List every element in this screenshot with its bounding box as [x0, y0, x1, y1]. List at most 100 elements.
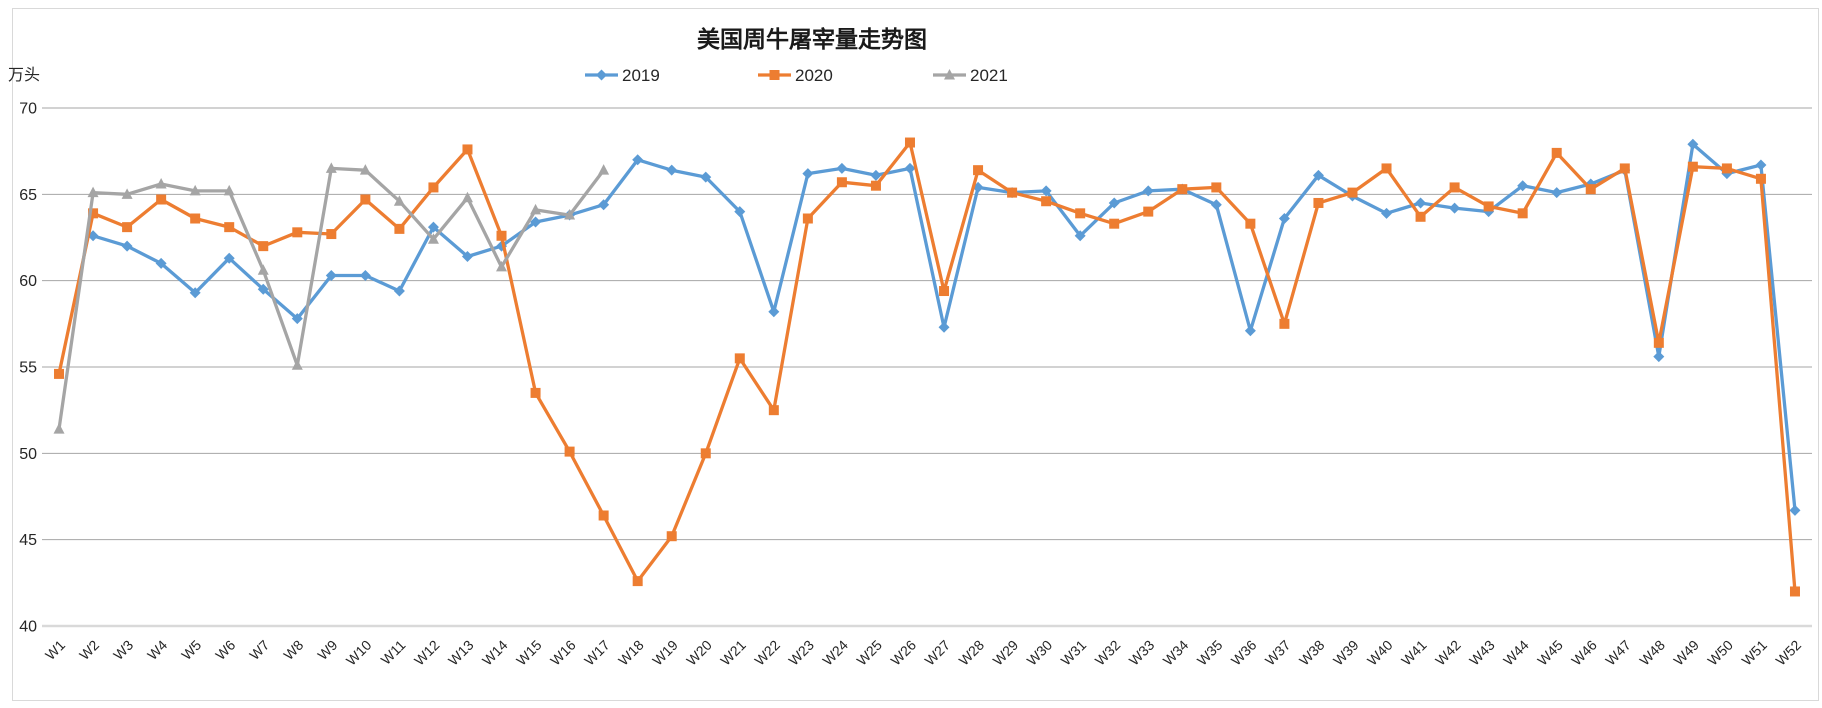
series-2020-line — [57, 140, 1797, 594]
legend-item-2020: 2020 — [758, 66, 833, 85]
x-tick-label: W26 — [887, 637, 919, 669]
x-tick-label: W23 — [785, 637, 817, 669]
x-tick-label: W42 — [1432, 637, 1464, 669]
triangle-marker — [189, 184, 201, 196]
x-tick-label: W45 — [1534, 637, 1566, 669]
y-tick-label: 70 — [19, 101, 37, 118]
y-tick-label: 65 — [19, 187, 37, 204]
diamond-marker — [598, 199, 610, 211]
square-marker — [258, 241, 269, 252]
square-marker — [496, 230, 507, 241]
square-marker — [870, 180, 881, 191]
square-marker — [939, 286, 950, 297]
square-marker — [1007, 187, 1018, 198]
diamond-marker — [359, 269, 371, 281]
legend-marker-2021 — [944, 69, 955, 80]
x-tick-label: W40 — [1364, 637, 1396, 669]
triangle-marker — [564, 209, 576, 220]
x-tick-label: W39 — [1330, 637, 1362, 669]
diamond-marker — [1551, 187, 1563, 199]
square-marker — [1177, 184, 1188, 195]
x-tick-label: W48 — [1636, 637, 1668, 669]
square-marker — [1381, 163, 1392, 174]
diamond-marker — [1415, 197, 1427, 209]
x-tick-label: W19 — [649, 637, 681, 669]
x-tick-label: W36 — [1228, 637, 1260, 669]
x-tick-label: W41 — [1398, 637, 1430, 669]
diamond-marker — [1517, 180, 1529, 192]
x-tick-label: W17 — [581, 637, 613, 669]
square-marker — [54, 368, 65, 379]
square-marker — [326, 229, 337, 240]
square-marker — [1211, 182, 1222, 193]
x-tick-label: W47 — [1602, 637, 1634, 669]
x-tick-label: W44 — [1500, 637, 1532, 669]
square-marker — [1619, 163, 1630, 174]
diamond-marker — [121, 240, 133, 252]
x-tick-label: W46 — [1568, 637, 1600, 669]
legend-marker-2020 — [769, 70, 780, 80]
diamond-marker — [768, 306, 780, 318]
triangle-marker — [496, 260, 508, 272]
y-tick-label: 40 — [19, 619, 37, 636]
x-tick-label: W33 — [1126, 637, 1158, 669]
square-marker — [1755, 173, 1766, 184]
legend-item-2021: 2021 — [933, 66, 1008, 85]
x-axis-tick-labels: W1 W2 W3 W4 W5 W6 W7 W8 W9 W10 W11 W12 W13 W14 W15 W16 W… — [42, 637, 1804, 669]
square-marker — [1517, 208, 1528, 219]
x-tick-label: W31 — [1058, 637, 1090, 669]
square-marker — [1279, 318, 1290, 329]
x-tick-label: W10 — [343, 637, 375, 669]
legend-marker-2019 — [596, 69, 607, 81]
x-tick-label: W22 — [751, 637, 783, 669]
square-marker — [1245, 218, 1256, 229]
legend-label-2020: 2020 — [795, 66, 833, 85]
x-tick-label: W8 — [280, 637, 306, 663]
square-marker — [598, 510, 609, 521]
diamond-marker — [530, 216, 542, 228]
legend-label-2021: 2021 — [970, 66, 1008, 85]
square-marker — [1653, 337, 1664, 348]
y-tick-label: 55 — [19, 360, 37, 377]
x-tick-label: W11 — [378, 637, 409, 668]
x-tick-label: W20 — [683, 637, 715, 669]
diamond-marker — [223, 252, 235, 264]
series-2020-markers — [54, 137, 1800, 597]
square-marker — [1551, 147, 1562, 158]
diamond-marker — [1789, 504, 1801, 516]
square-marker — [428, 182, 439, 193]
x-tick-label: W27 — [921, 637, 953, 669]
x-tick-label: W35 — [1194, 637, 1226, 669]
x-tick-label: W30 — [1024, 637, 1056, 669]
square-marker — [802, 213, 813, 224]
chart-border-frame — [12, 8, 1819, 701]
diamond-marker — [155, 257, 167, 269]
diamond-marker — [1449, 202, 1461, 214]
square-marker — [462, 144, 473, 155]
square-marker — [224, 222, 235, 233]
square-marker — [734, 353, 745, 364]
x-tick-label: W38 — [1296, 637, 1328, 669]
diamond-marker — [734, 206, 746, 218]
diamond-marker — [1755, 159, 1767, 171]
triangle-marker — [427, 233, 439, 244]
diamond-marker — [291, 313, 303, 325]
x-tick-label: W50 — [1704, 637, 1736, 669]
triangle-marker — [325, 162, 337, 173]
x-tick-label: W43 — [1466, 637, 1498, 669]
x-tick-label: W2 — [76, 637, 102, 663]
x-tick-label: W6 — [212, 637, 238, 663]
diamond-marker — [1381, 207, 1393, 219]
square-marker — [530, 387, 541, 398]
diamond-marker — [1278, 213, 1290, 225]
triangle-marker — [87, 186, 99, 198]
x-tick-label: W28 — [956, 637, 988, 669]
square-marker — [292, 227, 303, 238]
x-tick-label: W7 — [246, 637, 272, 663]
square-marker — [360, 194, 371, 205]
data-series — [53, 137, 1801, 597]
square-marker — [1585, 184, 1596, 195]
square-marker — [1143, 206, 1154, 217]
square-marker — [768, 405, 779, 416]
